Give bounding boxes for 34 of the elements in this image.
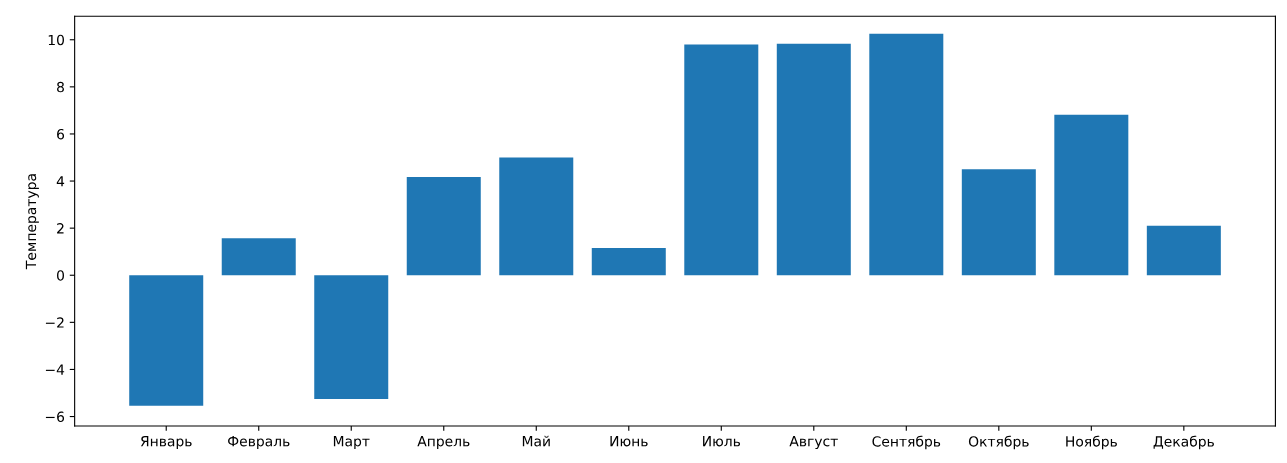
x-tick-label: Сентябрь xyxy=(872,435,941,450)
y-tick-label: −4 xyxy=(45,364,65,375)
y-tick-label: −2 xyxy=(45,317,64,328)
bar xyxy=(776,43,851,276)
x-tick-label: Май xyxy=(522,435,550,447)
y-tick-label: 2 xyxy=(57,223,64,234)
bar xyxy=(406,177,481,276)
bar xyxy=(684,44,759,276)
bar xyxy=(129,275,204,406)
y-tick-label: 0 xyxy=(57,270,64,281)
x-tick-label: Ноябрь xyxy=(1066,435,1117,450)
x-tick-label: Июль xyxy=(703,436,741,447)
y-tick-label: −6 xyxy=(45,411,65,423)
y-tick-label: 10 xyxy=(48,34,64,46)
y-tick-label: 8 xyxy=(57,81,64,93)
bar xyxy=(961,169,1036,276)
y-axis-title: Температура xyxy=(25,174,39,270)
x-tick-label: Январь xyxy=(140,436,192,450)
x-tick-label: Апрель xyxy=(417,436,470,450)
y-tick-label: 4 xyxy=(56,176,65,187)
bar xyxy=(1054,114,1129,276)
y-tick-label: 6 xyxy=(57,128,65,140)
x-tick-label: Август xyxy=(789,436,838,450)
x-tick-label: Июнь xyxy=(610,436,648,447)
bar xyxy=(869,33,944,276)
bar xyxy=(314,275,389,399)
bar xyxy=(591,247,666,276)
bar xyxy=(221,238,296,276)
x-tick-label: Март xyxy=(333,436,370,450)
bar xyxy=(499,157,574,276)
x-tick-label: Февраль xyxy=(228,436,290,450)
bar xyxy=(1146,225,1221,276)
x-tick-label: Декабрь xyxy=(1153,435,1214,450)
x-tick-label: Октябрь xyxy=(968,435,1029,450)
